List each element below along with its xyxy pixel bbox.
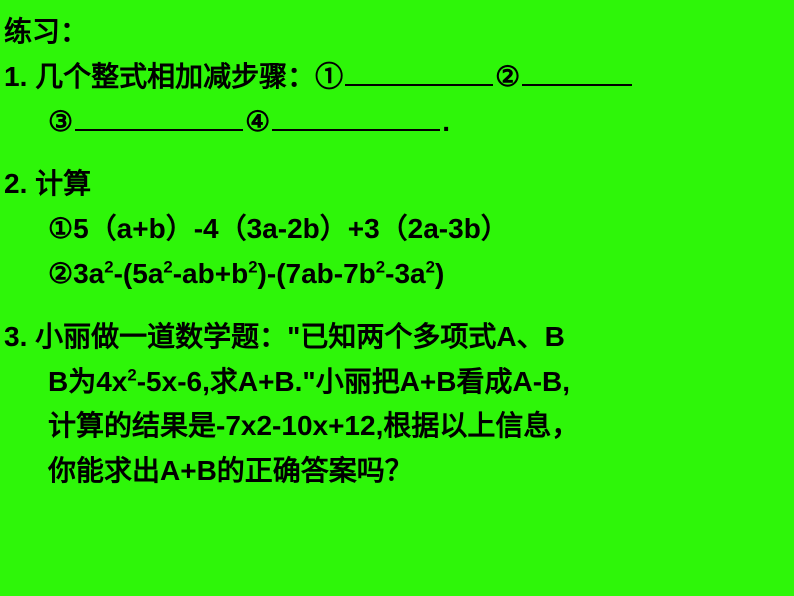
q1-prefix: 几个整式相加减步骤： [35,61,315,92]
q2-num: 2. [4,168,27,199]
q3-l1: 小丽做一道数学题："已知两个多项式A、B [35,321,565,352]
q3-l2a: B为4x [48,366,127,397]
q2-label: 计算 [35,168,91,199]
q2-e2-b: -(5a [114,258,164,289]
blank-4 [272,129,440,131]
q1-m1: ① [315,61,343,92]
q2-e2-a: ②3a [48,258,104,289]
q1-line1: 1. 几个整式相加减步骤：① ② [4,55,790,100]
blank-3 [75,129,243,131]
q2-expr1: ①5（a+b）-4（3a-2b）+3（2a-3b） [4,207,790,252]
q1-num: 1. [4,61,27,92]
q3-l2b: -5x-6,求A+B."小丽把A+B看成A-B, [137,366,570,397]
q3-line1: 3. 小丽做一道数学题："已知两个多项式A、B [4,315,790,360]
q3-line2: B为4x2-5x-6,求A+B."小丽把A+B看成A-B, [4,360,790,405]
q2-line1: 2. 计算 [4,162,790,207]
blank-1 [345,84,493,86]
q3-num: 3. [4,321,27,352]
q1-line2: ③ ④. [4,100,790,145]
blank-2 [522,84,632,86]
q3-line3: 计算的结果是-7x2-10x+12,根据以上信息， [4,404,790,449]
q1-period: . [442,106,450,137]
q2-e2-e: -3a [385,258,425,289]
title: 练习： [4,10,790,55]
q1-m3: ③ [48,106,73,137]
q1-m2: ② [495,61,520,92]
q3-line4: 你能求出A+B的正确答案吗？ [4,449,790,494]
q1-m4: ④ [245,106,270,137]
q2-expr2: ②3a2-(5a2-ab+b2)-(7ab-7b2-3a2) [4,252,790,297]
q2-e2-f: ) [435,258,444,289]
q2-e2-c: -ab+b [173,258,248,289]
q2-e2-d: )-(7ab-7b [258,258,376,289]
